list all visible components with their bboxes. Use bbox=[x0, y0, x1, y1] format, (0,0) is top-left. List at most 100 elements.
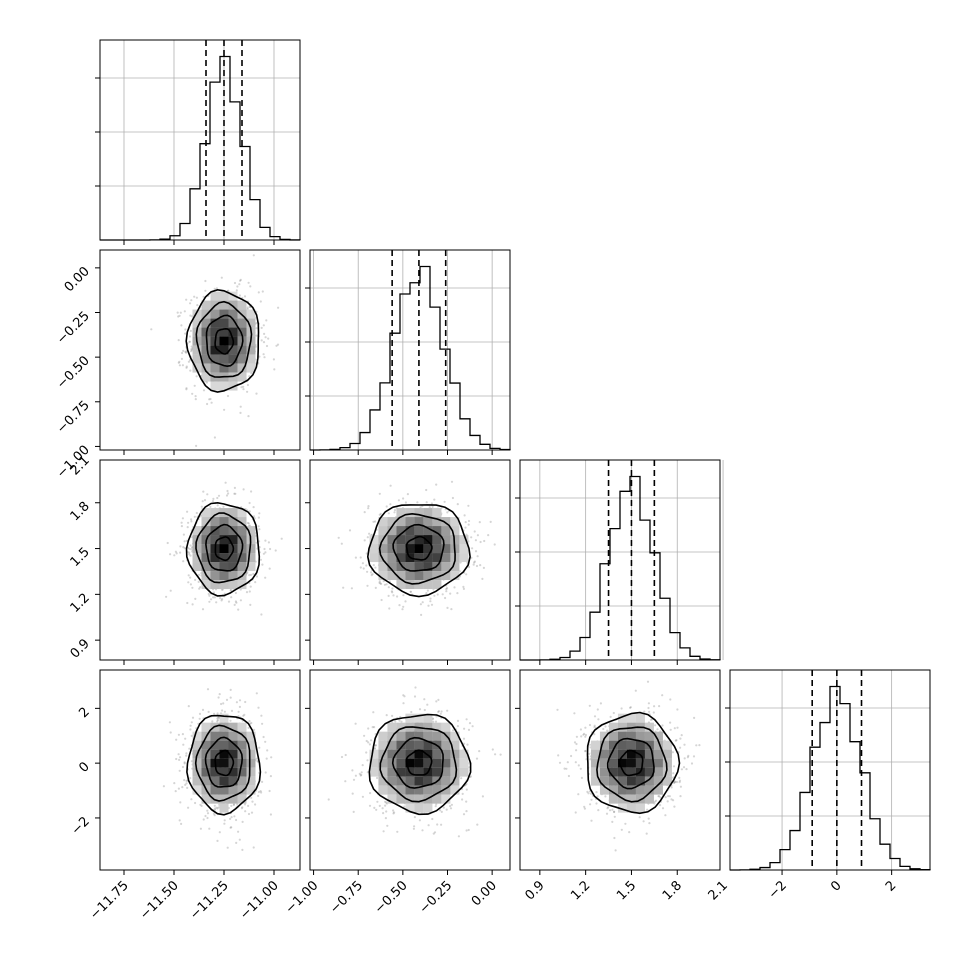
density-cell bbox=[396, 749, 406, 759]
density-cell bbox=[414, 553, 424, 563]
sample-point bbox=[436, 593, 439, 596]
sample-point bbox=[191, 392, 194, 395]
sample-point bbox=[261, 722, 264, 725]
density-cell bbox=[219, 776, 229, 786]
density-cell bbox=[219, 580, 229, 590]
sample-point bbox=[433, 594, 436, 597]
sample-point bbox=[361, 795, 364, 798]
density-cell bbox=[387, 535, 397, 545]
contour-3 bbox=[185, 288, 260, 393]
sample-point bbox=[230, 826, 233, 829]
sample-point bbox=[255, 321, 258, 324]
sample-point bbox=[398, 604, 401, 607]
density-cell bbox=[414, 758, 424, 768]
sample-point bbox=[369, 792, 372, 795]
density-cell bbox=[432, 749, 442, 759]
sample-point bbox=[478, 750, 481, 753]
sample-point bbox=[175, 552, 178, 555]
density-cell bbox=[219, 318, 229, 328]
sample-point bbox=[456, 725, 459, 728]
sample-point bbox=[252, 846, 255, 849]
panel-frame bbox=[309, 669, 511, 871]
sample-point bbox=[189, 329, 192, 332]
density-cell bbox=[237, 776, 247, 786]
panel-frame bbox=[99, 39, 301, 241]
density-cell bbox=[201, 776, 211, 786]
sample-point bbox=[234, 591, 237, 595]
sample-point bbox=[351, 792, 354, 795]
contour-2 bbox=[195, 512, 252, 584]
sample-point bbox=[213, 596, 216, 599]
sample-point bbox=[398, 719, 401, 722]
contour-1 bbox=[205, 523, 244, 572]
sample-point bbox=[374, 744, 377, 747]
density-cell bbox=[192, 740, 202, 750]
sample-point bbox=[369, 571, 373, 574]
sample-point bbox=[351, 769, 354, 772]
sample-point bbox=[188, 547, 191, 550]
sample-point bbox=[202, 490, 205, 493]
sample-point bbox=[216, 807, 219, 810]
sample-point bbox=[434, 805, 437, 808]
sample-point bbox=[190, 734, 193, 738]
sample-point bbox=[413, 825, 416, 828]
sample-point bbox=[226, 846, 229, 849]
density-cell bbox=[414, 767, 424, 777]
density-cell bbox=[228, 318, 238, 328]
density-cell bbox=[396, 571, 406, 581]
sample-point bbox=[181, 765, 185, 769]
sample-point bbox=[450, 480, 454, 483]
density-cell bbox=[246, 740, 256, 750]
sample-point bbox=[441, 593, 444, 596]
sample-point bbox=[382, 580, 385, 583]
density-cell bbox=[228, 571, 238, 581]
sample-point bbox=[194, 578, 197, 582]
sample-point bbox=[257, 525, 260, 528]
density-cell bbox=[201, 794, 211, 804]
sample-point bbox=[391, 714, 394, 718]
density-cell bbox=[414, 562, 424, 572]
sample-point bbox=[464, 526, 467, 529]
sample-point bbox=[245, 591, 249, 594]
sample-point bbox=[215, 806, 218, 809]
sample-point bbox=[248, 574, 251, 577]
sample-point bbox=[394, 720, 397, 723]
sample-point bbox=[208, 594, 211, 597]
sample-point bbox=[183, 762, 186, 765]
sample-point bbox=[392, 809, 395, 812]
sample-point bbox=[173, 554, 176, 557]
density-cell bbox=[441, 526, 451, 536]
density-cell bbox=[432, 794, 442, 804]
sample-point bbox=[374, 520, 377, 523]
density-cell bbox=[459, 553, 469, 563]
sample-point bbox=[199, 827, 202, 830]
density-cell bbox=[414, 740, 424, 750]
sample-point bbox=[462, 587, 465, 591]
sample-point bbox=[467, 519, 471, 523]
sample-point bbox=[194, 395, 197, 398]
density-cell bbox=[237, 300, 247, 310]
density-cell bbox=[219, 309, 229, 319]
sample-point bbox=[254, 803, 257, 806]
density-cell bbox=[441, 776, 451, 786]
sample-point bbox=[426, 703, 429, 706]
density-cell bbox=[192, 731, 202, 741]
density-cell bbox=[414, 803, 424, 813]
density-cell bbox=[210, 363, 220, 373]
sample-point bbox=[371, 726, 374, 729]
sample-point bbox=[376, 800, 379, 803]
sample-point bbox=[202, 295, 205, 298]
sample-point bbox=[193, 295, 196, 298]
sample-point bbox=[252, 572, 255, 576]
density-cell bbox=[201, 517, 211, 527]
sample-point bbox=[259, 790, 262, 793]
sample-point bbox=[255, 327, 258, 330]
density-cell bbox=[219, 803, 229, 813]
sample-point bbox=[178, 314, 181, 317]
sample-point bbox=[370, 739, 373, 742]
density-cell bbox=[192, 785, 202, 795]
sample-point bbox=[262, 324, 265, 327]
sample-point bbox=[181, 733, 184, 736]
sample-point bbox=[248, 510, 251, 513]
sample-point bbox=[195, 444, 198, 447]
